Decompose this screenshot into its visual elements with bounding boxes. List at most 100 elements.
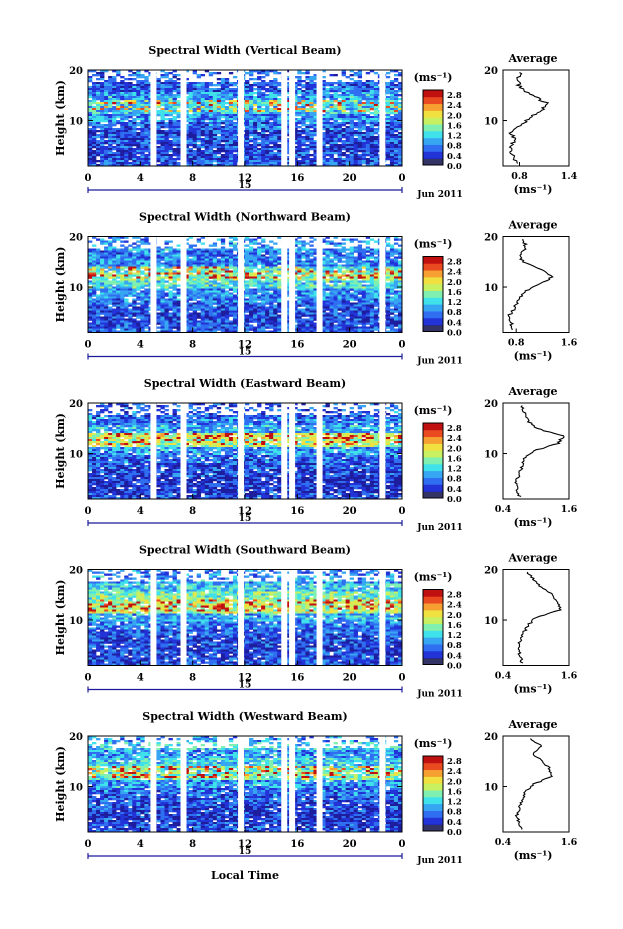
- heatmap-cell: [96, 287, 100, 289]
- heatmap-cell: [346, 148, 350, 150]
- heatmap-cell: [225, 94, 229, 96]
- heatmap-cell: [245, 104, 249, 106]
- heatmap-cell: [253, 273, 257, 275]
- heatmap-cell: [366, 162, 370, 164]
- heatmap-cell: [394, 160, 398, 162]
- heatmap-cell: [124, 86, 128, 88]
- heatmap-cell: [217, 132, 221, 134]
- heatmap-cell: [173, 84, 177, 86]
- heatmap-cell: [233, 162, 237, 164]
- heatmap-cell: [177, 82, 181, 84]
- heatmap-cell: [370, 140, 374, 142]
- heatmap-cell: [330, 82, 334, 84]
- heatmap-cell: [225, 84, 229, 86]
- heatmap-cell: [342, 116, 346, 118]
- heatmap-cell: [362, 251, 366, 253]
- heatmap-cell: [193, 132, 197, 134]
- heatmap-cell: [96, 255, 100, 257]
- heatmap-cell: [277, 152, 281, 154]
- heatmap-cell: [330, 88, 334, 90]
- heatmap-cell: [350, 146, 354, 148]
- heatmap-cell: [253, 275, 257, 277]
- heatmap-cell: [177, 78, 181, 80]
- heatmap-cell: [100, 281, 104, 283]
- heatmap-cell: [136, 110, 140, 112]
- heatmap-cell: [265, 281, 269, 283]
- heatmap-cell: [366, 261, 370, 263]
- heatmap-cell: [225, 92, 229, 94]
- heatmap-cell: [233, 144, 237, 146]
- heatmap-cell: [257, 243, 261, 245]
- heatmap-cell: [245, 134, 249, 136]
- heatmap-cell: [156, 283, 160, 285]
- heatmap-cell: [205, 253, 209, 255]
- heatmap-cell: [334, 126, 338, 128]
- heatmap-cell: [177, 263, 181, 265]
- heatmap-cell: [132, 261, 136, 263]
- heatmap-cell: [104, 98, 108, 100]
- heatmap-cell: [386, 255, 390, 257]
- heatmap-cell: [205, 273, 209, 275]
- heatmap-cell: [301, 263, 305, 265]
- heatmap-cell: [394, 110, 398, 112]
- heatmap-cell: [269, 90, 273, 92]
- heatmap-cell: [193, 98, 197, 100]
- heatmap-cell: [217, 253, 221, 255]
- heatmap-cell: [104, 271, 108, 273]
- heatmap-cell: [92, 132, 96, 134]
- heatmap-cell: [201, 116, 205, 118]
- heatmap-cell: [358, 259, 362, 261]
- heatmap-cell: [354, 277, 358, 279]
- heatmap-cell: [358, 142, 362, 144]
- heatmap-cell: [346, 88, 350, 90]
- heatmap-cell: [354, 275, 358, 277]
- heatmap-cell: [261, 265, 265, 267]
- heatmap-cell: [338, 86, 342, 88]
- heatmap-cell: [390, 285, 394, 287]
- heatmap-cell: [386, 146, 390, 148]
- heatmap-cell: [160, 130, 164, 132]
- heatmap-cell: [112, 134, 116, 136]
- heatmap-cell: [96, 90, 100, 92]
- heatmap-cell: [116, 142, 120, 144]
- heatmap-cell: [221, 243, 225, 245]
- heatmap-cell: [366, 88, 370, 90]
- heatmap-cell: [136, 94, 140, 96]
- heatmap-cell: [390, 88, 394, 90]
- heatmap-cell: [253, 114, 257, 116]
- heatmap-cell: [193, 106, 197, 108]
- heatmap-cell: [209, 271, 213, 273]
- heatmap-cell: [273, 86, 277, 88]
- heatmap-cell: [229, 104, 233, 106]
- heatmap-cell: [144, 134, 148, 136]
- heatmap-cell: [374, 281, 378, 283]
- heatmap-cell: [257, 110, 261, 112]
- heatmap-cell: [120, 255, 124, 257]
- heatmap-cell: [342, 108, 346, 110]
- heatmap-cell: [253, 279, 257, 281]
- heatmap-cell: [217, 148, 221, 150]
- heatmap-cell: [173, 162, 177, 164]
- heatmap-cell: [136, 72, 140, 74]
- heatmap-cell: [326, 110, 330, 112]
- heatmap-cell: [362, 102, 366, 104]
- heatmap-cell: [120, 273, 124, 275]
- heatmap-cell: [342, 128, 346, 130]
- heatmap-cell: [390, 162, 394, 164]
- heatmap-cell: [370, 287, 374, 289]
- heatmap-cell: [245, 82, 249, 84]
- heatmap-cell: [374, 273, 378, 275]
- heatmap-cell: [257, 120, 261, 122]
- heatmap-cell: [249, 277, 253, 279]
- heatmap-cell: [277, 253, 281, 255]
- heatmap-cell: [394, 279, 398, 281]
- heatmap-cell: [88, 269, 92, 271]
- heatmap-cell: [233, 267, 237, 269]
- heatmap-cell: [88, 96, 92, 98]
- heatmap-cell: [338, 90, 342, 92]
- heatmap-cell: [160, 271, 164, 273]
- heatmap-cell: [350, 118, 354, 120]
- heatmap-cell: [330, 152, 334, 154]
- colorbar-segment: [423, 90, 443, 97]
- heatmap-cell: [350, 100, 354, 102]
